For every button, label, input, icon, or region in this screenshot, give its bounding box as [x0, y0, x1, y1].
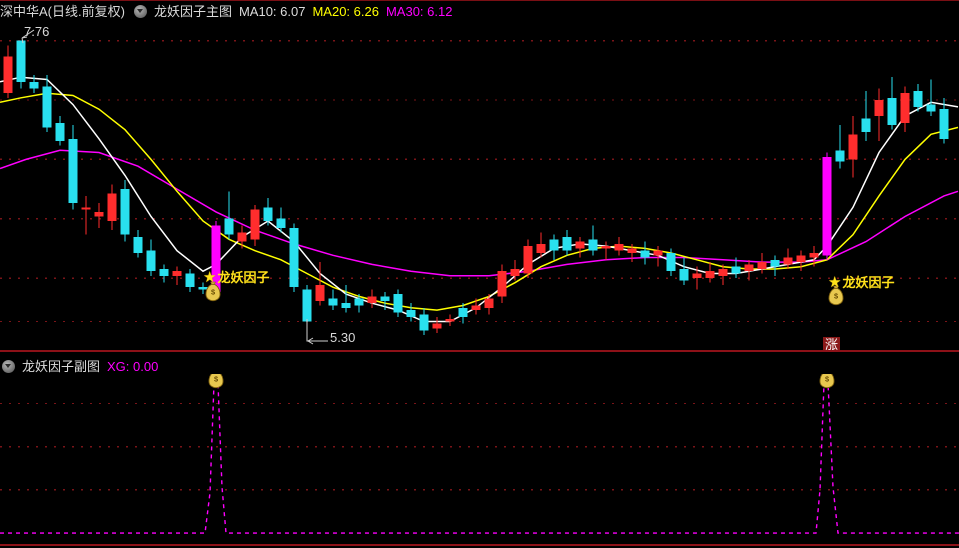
svg-text:$: $ — [825, 374, 829, 383]
ma20-value: MA20: 6.26 — [312, 4, 379, 19]
chevron-down-circle-icon[interactable] — [133, 5, 147, 18]
symbol-title: 深中华A(日线.前复权) — [0, 4, 125, 19]
sub-chart-header: 龙妖因子副图 XG: 0.00 — [0, 357, 165, 376]
money-bag-icon: $ — [205, 281, 221, 302]
sub-indicator-panel[interactable]: $ $ — [0, 374, 959, 544]
main-indicator-name[interactable]: 龙妖因子主图 — [153, 4, 232, 19]
low-price-label: 5.30 — [330, 330, 356, 345]
star-icon: ★ — [828, 273, 842, 291]
xg-value: XG: 0.00 — [107, 359, 159, 374]
money-bag-icon: $ — [819, 374, 835, 389]
svg-text:$: $ — [834, 291, 838, 300]
rise-badge: 涨 — [823, 337, 841, 352]
candlestick-plot: $ $ — [0, 29, 959, 345]
signal-marker-left[interactable]: ★ 龙妖因子 — [203, 267, 269, 286]
svg-text:$: $ — [214, 374, 218, 383]
ma30-value: MA30: 6.12 — [385, 4, 453, 19]
money-bag-icon: $ — [828, 285, 844, 306]
window-bottom-border — [0, 544, 959, 546]
panel-divider — [0, 350, 959, 352]
high-price-label: 7.76 — [24, 24, 50, 39]
signal-label-right: 龙妖因子 — [842, 275, 895, 290]
money-bag-icon: $ — [208, 374, 224, 389]
sub-indicator-name[interactable]: 龙妖因子副图 — [22, 359, 101, 374]
ma10-value: MA10: 6.07 — [238, 4, 306, 19]
star-icon: ★ — [203, 268, 217, 286]
signal-label-left: 龙妖因子 — [217, 270, 270, 285]
svg-text:$: $ — [211, 287, 215, 296]
indicator-plot: $ $ — [0, 374, 959, 534]
main-chart-header: 深中华A(日线.前复权) 龙妖因子主图 MA10: 6.07 MA20: 6.2… — [0, 2, 459, 21]
signal-marker-right[interactable]: ★ 龙妖因子 — [828, 272, 894, 291]
window-top-border — [0, 0, 959, 1]
main-price-panel[interactable]: $ $ — [0, 19, 959, 350]
chevron-down-circle-icon[interactable] — [2, 360, 15, 373]
